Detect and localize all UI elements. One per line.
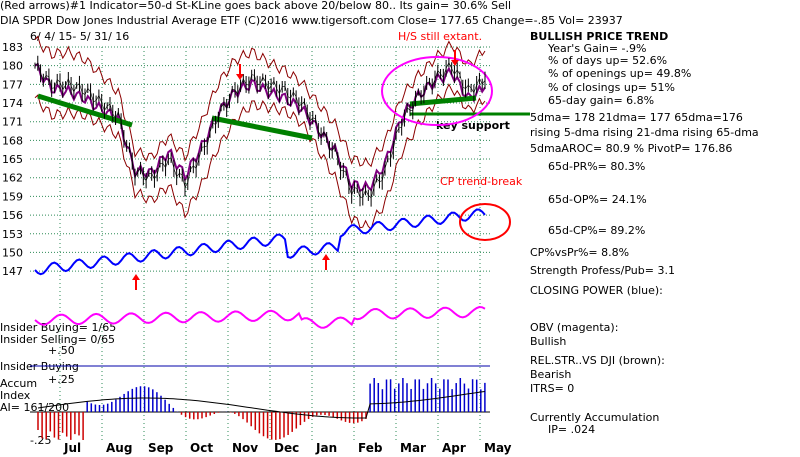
hs-ellipse [381,56,493,126]
cp-break-annotation: CP trend-break [440,175,523,188]
signal-arrow-head [132,274,140,280]
y-tick-label: 171 [2,116,23,129]
y-tick-label: 159 [2,190,23,203]
price-line [34,61,486,199]
gain-65: 65-day gain= 6.8% [548,94,655,107]
dma-values: 5dma= 178 21dma= 177 65dma=176 [530,111,743,124]
accum-tick-p25: +.25 [48,373,75,386]
years-gain: Year's Gain= -.9% [548,42,647,55]
hs-annotation: H/S still extant. [398,30,483,43]
ticker-header: DIA SPDR Dow Jones Industrial Average ET… [0,14,623,27]
insider-selling: Insider Selling= 0/65 [0,333,116,346]
accum-tick-p50: +.50 [48,344,75,357]
x-tick-label: Mar [400,441,426,455]
relstr-value: Bearish [530,368,572,381]
y-tick-label: 147 [2,265,23,278]
x-tick-label: Sep [148,441,174,455]
openings-up: % of openings up= 49.8% [548,67,692,80]
obv-label: OBV (magenta): [530,321,619,334]
x-tick-label: Oct [190,441,213,455]
price-series [34,55,486,207]
cp-pct: 65d-CP%= 89.2% [548,224,646,237]
index-label: Index [0,389,31,402]
closings-up: % of closings up= 51% [548,81,675,94]
closing-power-line [34,208,486,276]
x-axis-ticks: Jul Aug Sep Oct Nov Dec Jan Feb Mar Apr May [63,441,512,455]
y-tick-label: 180 [2,60,23,73]
obv-value: Bullish [530,335,567,348]
indicator-header: (Red arrows)#1 Indicator=50-d St-KLine g… [0,0,512,12]
ai-value: AI= 161/200 [0,401,70,414]
y-axis-ticks: 183 180 177 174 171 168 165 162 159 156 153 150 147 [2,41,23,278]
lower-band [34,83,486,231]
date-range: 6/ 4/ 15- 5/ 31/ 16 [30,30,130,43]
trend-title: BULLISH PRICE TREND [530,30,669,43]
trendline [211,115,313,141]
closing-power-label: CLOSING POWER (blue): [530,284,663,297]
x-tick-label: Nov [232,441,258,455]
y-tick-label: 177 [2,78,23,91]
signal-arrow-head [322,254,330,260]
dma-rising: rising 5-dma rising 21-dma rising 65-dma [530,126,759,139]
accum-ma-line [37,391,485,419]
op-pct: 65d-OP%= 24.1% [548,193,647,206]
x-tick-label: Dec [274,441,299,455]
y-tick-label: 153 [2,228,23,241]
trendline [409,95,477,107]
y-tick-label: 150 [2,246,23,259]
strength-ratio: Strength Profess/Pub= 3.1 [530,264,675,277]
cp-ellipse [459,203,511,241]
y-tick-label: 174 [2,97,23,110]
x-tick-label: Apr [442,441,466,455]
obv-line [34,305,486,329]
signal-arrow-head [236,74,244,80]
aroc-pivot: 5dmaAROC= 80.9 % PivotP= 176.86 [530,142,733,155]
x-tick-label: Feb [358,441,383,455]
x-tick-label: Jan [315,441,337,455]
y-tick-label: 156 [2,209,23,222]
signal-arrow-head [451,60,459,66]
overlays [34,35,530,329]
y-tick-label: 162 [2,172,23,185]
relstr-label: REL.STR..VS DJI (brown): [530,354,665,367]
insider-buying: Insider Buying= 1/65 [0,321,117,334]
cp-vs-pr: CP%vsPr%= 8.8% [530,246,630,259]
y-tick-label: 168 [2,134,23,147]
pr-pct: 65d-PR%= 80.3% [548,160,646,173]
accum-label: Accum [0,377,38,390]
trendline [37,93,133,128]
ip-value: IP= .024 [548,423,596,436]
x-tick-label: Aug [106,441,132,455]
accum-status: Currently Accumulation [530,411,660,424]
x-tick-label: May [484,441,512,455]
upper-band [34,35,486,168]
days-up: % of days up= 52.6% [548,54,668,67]
itrs-value: ITRS= 0 [530,382,575,395]
x-tick-label: Jul [63,441,81,455]
grid [30,46,490,440]
accumulation-histogram [30,365,490,440]
y-tick-label: 165 [2,153,23,166]
y-tick-label: 183 [2,41,23,54]
